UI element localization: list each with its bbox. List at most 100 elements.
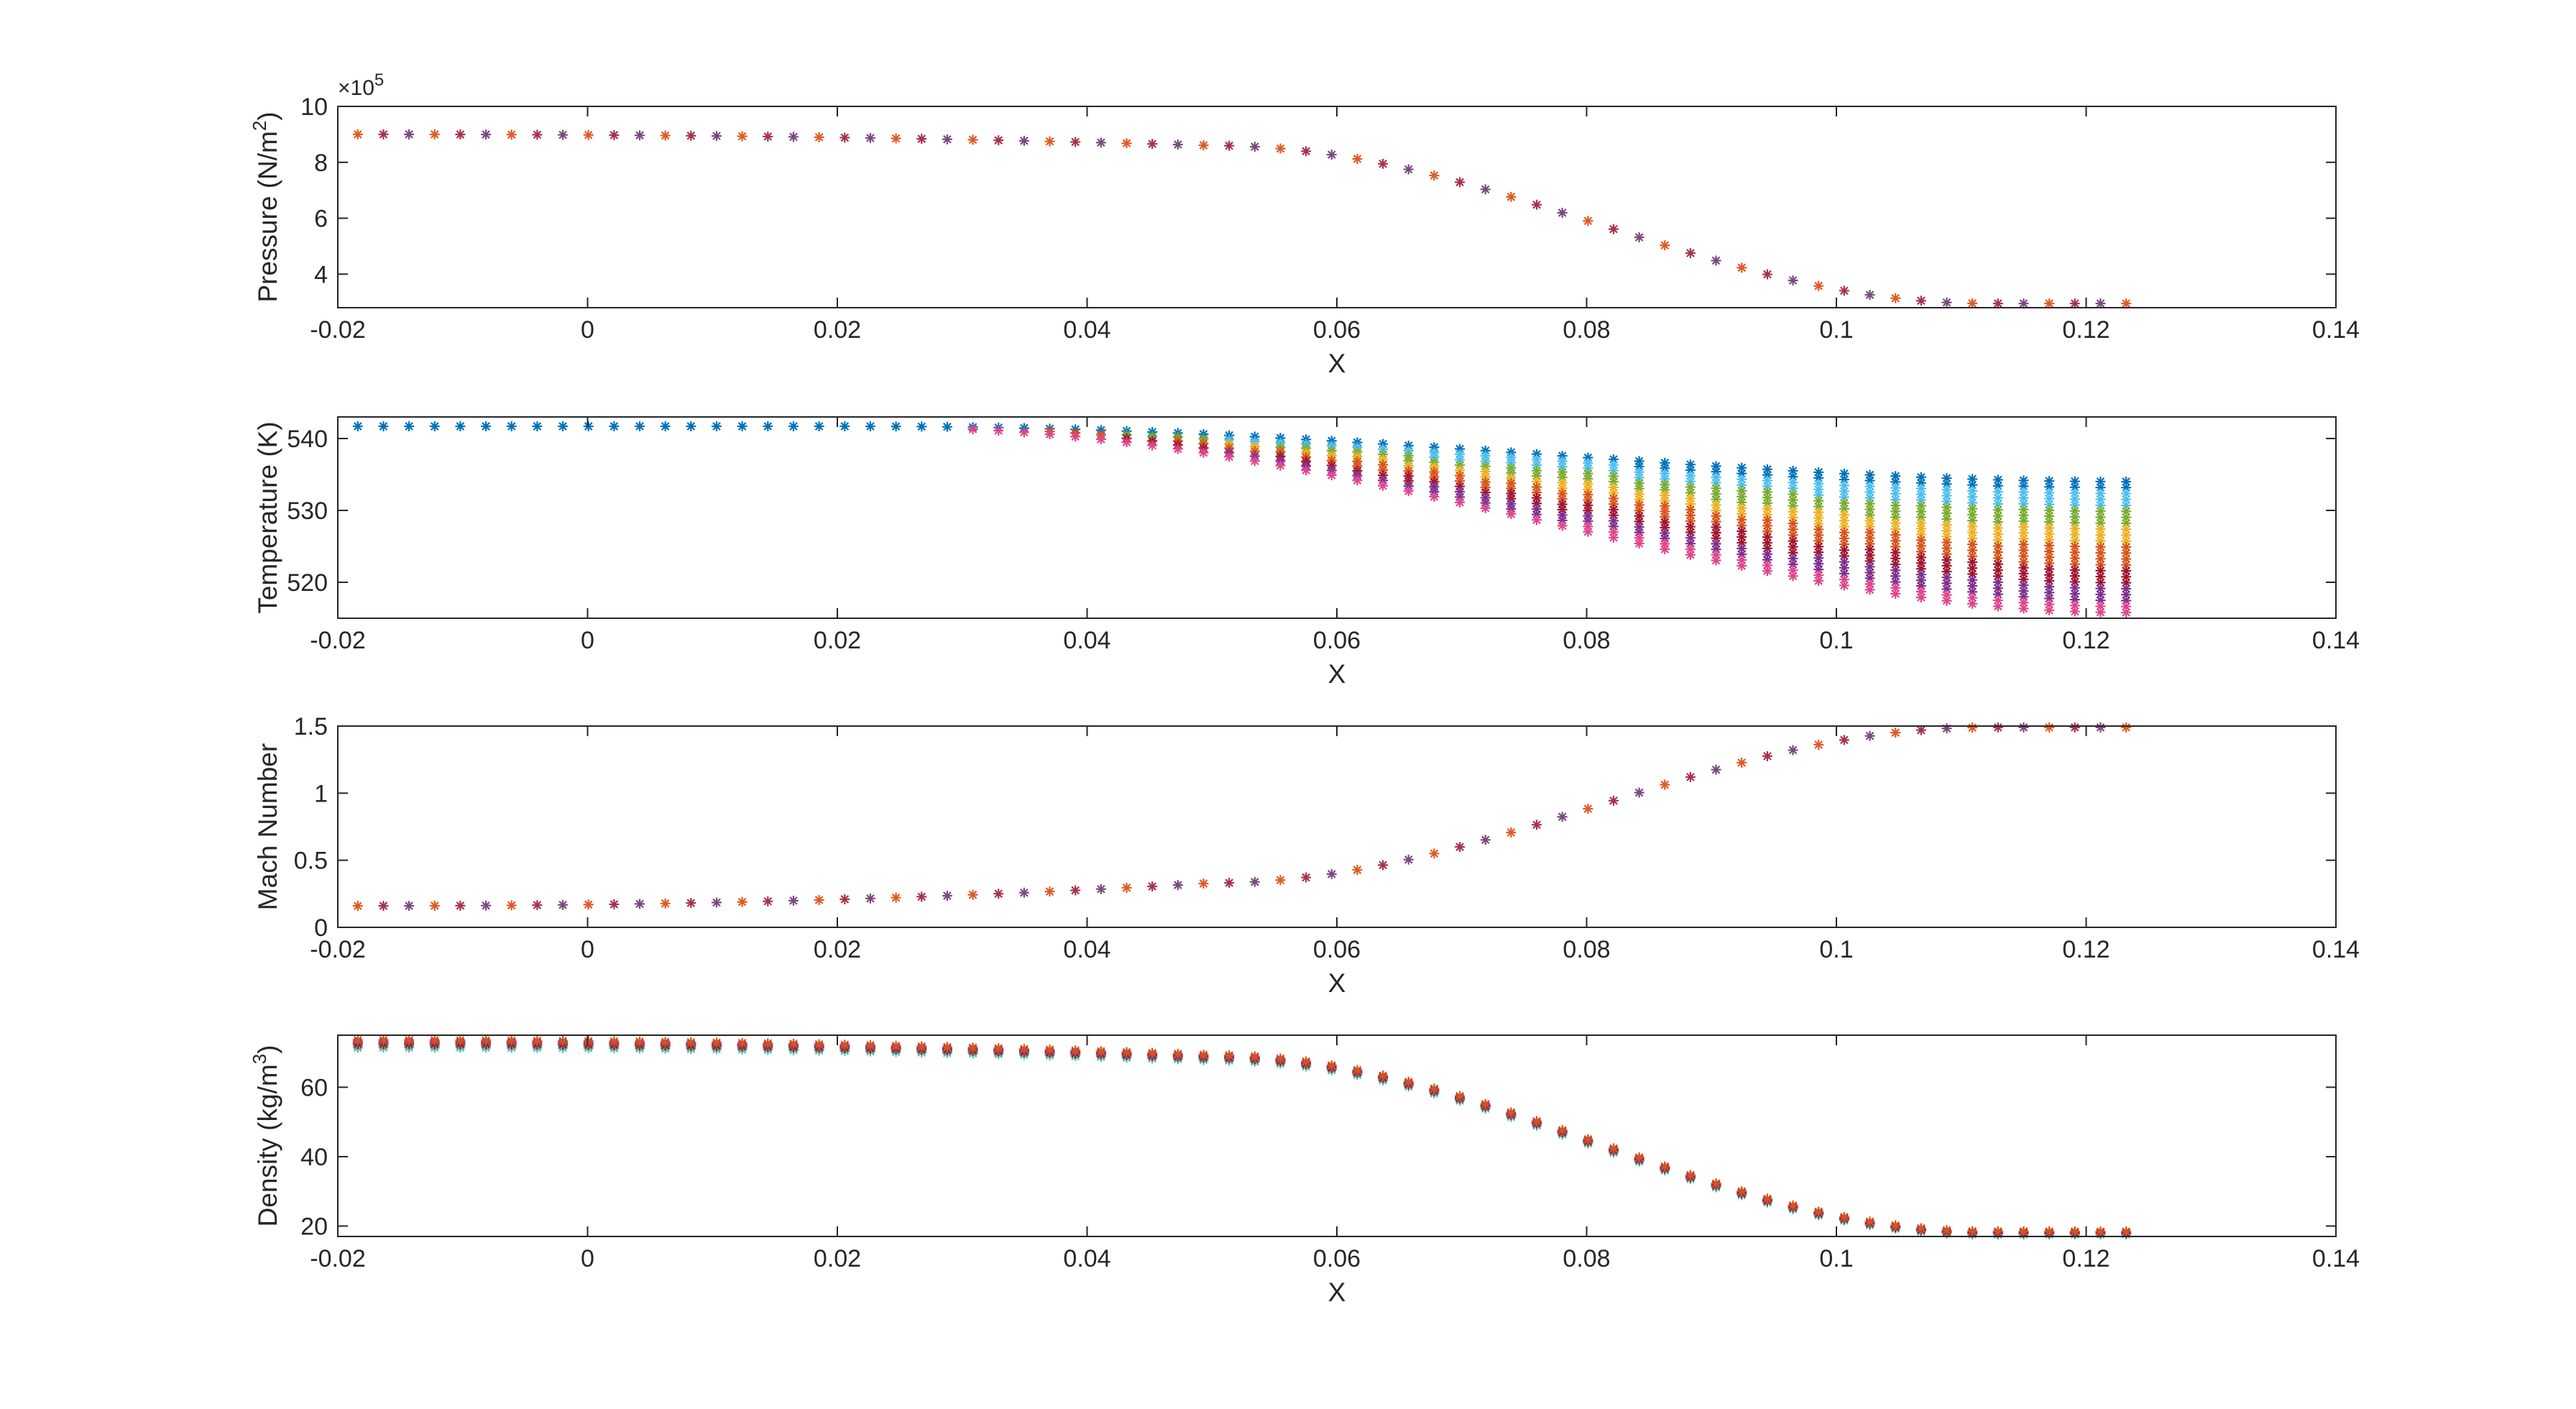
density-point: [1967, 1226, 1978, 1236]
density-point: [967, 1042, 978, 1053]
mach-point: [1557, 812, 1568, 822]
density-point: [1249, 1051, 1260, 1062]
pressure-point: [1532, 199, 1542, 210]
temperature-point: [1685, 549, 1696, 560]
mach-point: [1455, 842, 1466, 853]
mach-ytick-label: 0.5: [294, 848, 328, 875]
subplot-temperature: -0.02 0 0.02 0.04 0.06 0.08 0.1 0.12 0.14 520 530 5…: [253, 416, 2360, 689]
temperature-point: [1813, 564, 1824, 575]
pressure-point: [1941, 297, 1952, 308]
pressure-xtick-label: 0.1: [1819, 316, 1853, 344]
density-point: [429, 1035, 440, 1046]
temperature-point: [532, 421, 543, 431]
pressure-point: [583, 129, 594, 140]
pressure-point: [711, 131, 722, 142]
density-point: [1711, 1178, 1721, 1189]
temperature-point: [865, 421, 875, 432]
mach-xtick-label: 0.08: [1563, 936, 1610, 963]
temperature-point: [455, 421, 466, 431]
density-point: [2121, 1226, 2132, 1237]
mach-point: [1506, 827, 1517, 838]
temperature-point: [1915, 592, 1926, 603]
temperature-point: [1275, 460, 1286, 471]
density-point: [1275, 1053, 1286, 1064]
temperature-point: [660, 421, 671, 431]
temperature-xtick-label: 0.1: [1819, 627, 1853, 654]
mach-point: [1480, 835, 1491, 845]
temperature-xtick-label: 0.14: [2312, 627, 2360, 654]
pressure-point: [1762, 269, 1772, 280]
temperature-point: [1762, 566, 1772, 577]
density-point: [711, 1037, 722, 1048]
temperature-point: [1736, 561, 1747, 572]
density-xtick-label: 0: [581, 1245, 594, 1272]
mach-point: [1352, 865, 1363, 876]
density-point: [1941, 1225, 1952, 1236]
pressure-point: [1198, 140, 1209, 151]
pressure-point: [1378, 158, 1389, 169]
temperature-ytick-label: 520: [287, 569, 328, 597]
mach-point: [455, 900, 466, 911]
temperature-xtick-label: 0.02: [814, 627, 861, 654]
mach-axes-frame: [337, 725, 2337, 928]
temperature-point: [1429, 491, 1440, 502]
density-ylabel-end: ): [253, 1045, 282, 1054]
temperature-point: [1352, 475, 1363, 486]
mach-point: [1634, 787, 1644, 798]
mach-point: [429, 900, 440, 911]
pressure-point: [967, 134, 978, 145]
temperature-point: [1326, 470, 1337, 481]
pressure-point: [1429, 170, 1440, 181]
mach-point: [1429, 848, 1440, 859]
temperature-point: [1070, 431, 1081, 442]
pressure-point: [2121, 298, 2132, 309]
temperature-point: [2044, 605, 2055, 615]
temperature-point: [1018, 427, 1029, 438]
mach-point: [1532, 820, 1542, 830]
density-xtick-label: 0.1: [1819, 1245, 1853, 1272]
temperature-point: [711, 421, 722, 431]
mach-point: [865, 893, 875, 904]
temperature-point: [1480, 502, 1491, 513]
pressure-point: [1992, 298, 2003, 309]
mach-point: [788, 895, 799, 906]
temperature-point: [788, 421, 799, 431]
density-point: [1839, 1211, 1849, 1222]
pressure-xtick-label: -0.02: [310, 316, 366, 344]
temperature-ytick-label: 540: [287, 426, 328, 453]
mach-point: [840, 894, 850, 904]
temperature-xtick-label: -0.02: [310, 627, 366, 654]
temperature-point: [481, 421, 492, 431]
temperature-axes-frame: [337, 416, 2337, 619]
density-point: [2044, 1226, 2055, 1237]
density-point: [2069, 1226, 2080, 1237]
pressure-point: [1403, 164, 1414, 175]
density-point: [737, 1037, 748, 1048]
subplot-mach: -0.02 0 0.02 0.04 0.06 0.08 0.1 0.12 0.1400.511.…: [253, 713, 2360, 998]
mach-xlabel: X: [1328, 968, 1346, 998]
pressure-point: [1788, 275, 1798, 286]
density-point: [2095, 1226, 2106, 1237]
pressure-point: [481, 129, 492, 140]
pressure-point: [2018, 298, 2029, 309]
temperature-point: [583, 421, 594, 431]
pressure-point: [1326, 150, 1337, 160]
mach-point: [1788, 745, 1798, 756]
density-point: [558, 1035, 569, 1046]
density-point: [1378, 1070, 1389, 1081]
mach-point: [1018, 887, 1029, 898]
temperature-point: [2069, 606, 2080, 617]
pressure-point: [916, 134, 927, 144]
temperature-point: [763, 421, 773, 431]
mach-point: [2121, 722, 2132, 733]
temperature-point: [1198, 447, 1209, 458]
density-point: [609, 1036, 620, 1047]
density-point: [1301, 1056, 1312, 1067]
pressure-point: [558, 129, 569, 140]
density-point: [1095, 1046, 1106, 1057]
density-point: [1147, 1047, 1158, 1058]
pressure-ytick-label: 6: [314, 206, 328, 233]
temperature-point: [1660, 543, 1670, 554]
temperature-point: [1992, 553, 2003, 564]
